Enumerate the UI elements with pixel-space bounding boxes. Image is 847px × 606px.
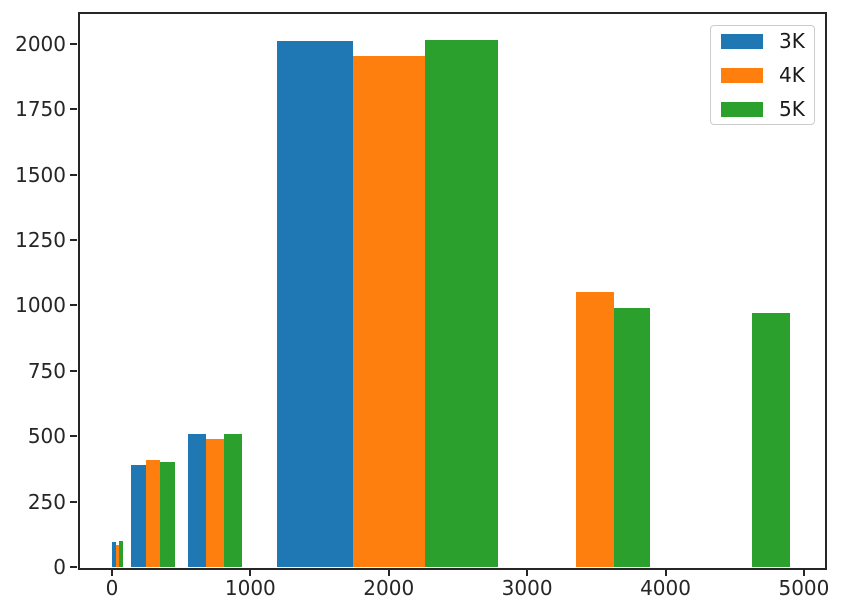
y-tick-label: 1500 — [15, 162, 66, 187]
legend-entry-5k: 5K — [721, 97, 805, 121]
x-tick-label: 5000 — [778, 576, 830, 600]
legend-swatch-blue — [721, 33, 763, 49]
bar-4k — [145, 459, 161, 567]
bar-5k — [160, 462, 175, 567]
legend: 3K 4K 5K — [710, 25, 815, 125]
y-tick-mark — [70, 42, 77, 45]
y-tick-mark — [70, 304, 77, 307]
x-tick-label: 3000 — [501, 576, 553, 600]
bar-4k — [205, 438, 224, 567]
bar-4k — [352, 55, 425, 567]
x-tick-mark — [664, 569, 667, 576]
bar-3k — [130, 464, 146, 567]
y-tick-label: 750 — [27, 358, 66, 383]
x-tick-mark — [387, 569, 390, 576]
y-tick-label: 1250 — [15, 228, 66, 253]
y-tick-label: 1750 — [15, 97, 66, 122]
bar-3k — [187, 433, 206, 567]
x-tick-mark — [526, 569, 529, 576]
y-tick-label: 0 — [53, 555, 66, 579]
plot-area — [79, 13, 824, 567]
y-tick-mark — [70, 173, 77, 176]
bar-4k — [575, 292, 614, 567]
bar-3k — [111, 542, 116, 567]
legend-label: 4K — [779, 63, 805, 87]
bar-4k — [115, 544, 119, 567]
bar-3k — [276, 41, 353, 567]
legend-swatch-green — [721, 101, 763, 117]
legend-swatch-orange — [721, 67, 763, 83]
y-tick-mark — [70, 500, 77, 503]
x-tick-label: 1000 — [224, 576, 276, 600]
legend-entry-3k: 3K — [721, 29, 805, 53]
x-tick-label: 4000 — [640, 576, 691, 600]
legend-label: 3K — [779, 29, 805, 53]
y-tick-mark — [70, 435, 77, 438]
bar-5k — [751, 313, 790, 567]
x-tick-mark — [110, 569, 113, 576]
legend-entry-4k: 4K — [721, 63, 805, 87]
bar-5k — [613, 308, 650, 567]
y-tick-label: 2000 — [15, 31, 66, 56]
bar-5k — [118, 540, 123, 567]
x-tick-label: 2000 — [363, 576, 415, 600]
x-tick-label: 0 — [105, 576, 119, 600]
y-tick-mark — [70, 369, 77, 372]
legend-label: 5K — [779, 97, 805, 121]
y-tick-label: 500 — [27, 424, 66, 449]
bar-5k — [424, 39, 498, 567]
bar-5k — [223, 433, 242, 567]
y-tick-mark — [70, 239, 77, 242]
x-tick-mark — [802, 569, 805, 576]
y-tick-label: 1000 — [15, 293, 66, 318]
y-tick-mark — [70, 566, 77, 568]
x-tick-mark — [249, 569, 252, 576]
y-tick-label: 250 — [27, 489, 66, 514]
y-tick-mark — [70, 108, 77, 111]
